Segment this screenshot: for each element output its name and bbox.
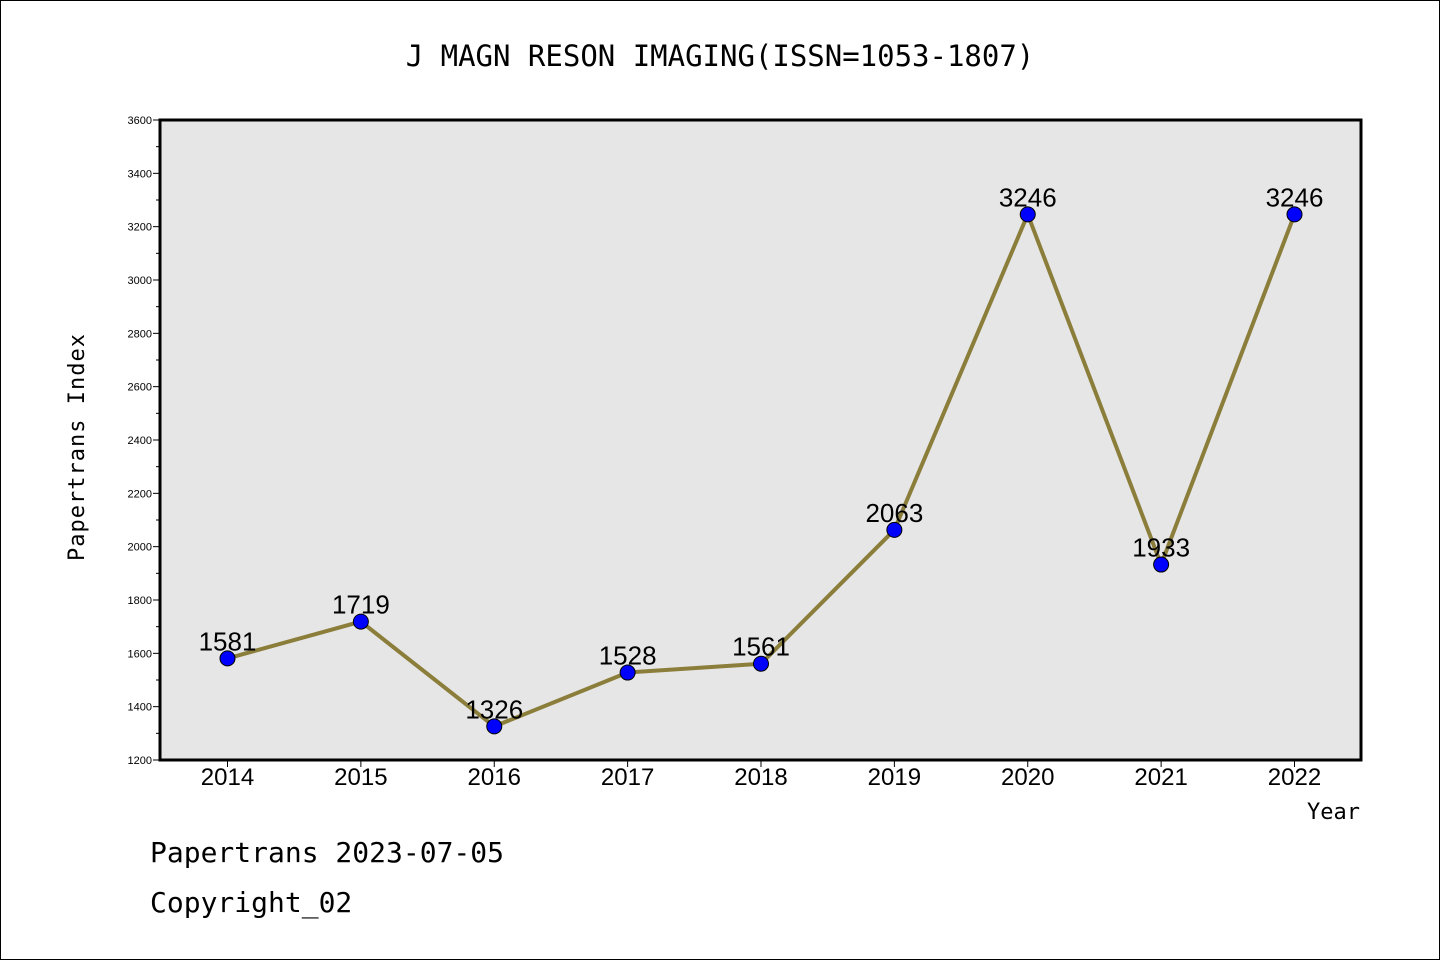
data-label: 2063 [865,498,923,528]
y-tick-label: 1600 [128,648,152,660]
y-tick-label: 2600 [128,382,152,394]
data-point [1153,556,1170,573]
x-axis: 2014 2015 2016 2017 2018 2019 2020 2021 2022 [201,760,1321,791]
data-label: 1528 [599,641,657,671]
x-tick-label: 2017 [601,764,654,791]
plot-area [158,118,1363,762]
data-point [1019,206,1036,223]
footer-copyright: Copyright_02 [150,886,353,919]
x-axis-label: Year [1307,800,1360,825]
x-tick-label: 2018 [734,764,787,791]
x-tick-label: 2015 [334,764,387,791]
data-point [219,650,236,667]
data-label: 3246 [1266,182,1324,212]
y-tick-label: 1800 [128,595,152,607]
series-group [219,206,1303,735]
y-tick-label: 2200 [128,488,152,500]
y-tick-label: 2000 [128,542,152,554]
y-tick-label: 3200 [128,222,152,234]
y-tick-label: 1400 [128,702,152,714]
y-tick-label: 1200 [128,755,152,767]
data-label: 1719 [332,590,390,620]
y-tick-label: 2400 [128,435,152,447]
x-tick-label: 2016 [468,764,521,791]
x-tick-label: 2020 [1001,764,1054,791]
y-tick-label: 2800 [128,328,152,340]
data-point [1286,206,1303,223]
footer-date: Papertrans 2023-07-05 [150,836,505,869]
y-axis: 1200 1400 1600 1800 2000 2200 2400 2600 2800 3000… [128,115,160,767]
y-tick-label: 3000 [128,275,152,287]
x-tick-label: 2021 [1134,764,1187,791]
data-point [619,664,636,681]
data-label: 1933 [1132,533,1190,563]
y-tick-label: 3600 [128,115,152,127]
data-point [753,655,769,672]
x-tick-label: 2014 [201,764,254,791]
y-axis-label: Papertrans Index [65,333,90,561]
chart-title: J MAGN RESON IMAGING(ISSN=1053-1807) [406,39,1035,73]
x-tick-label: 2019 [868,764,921,791]
data-label: 1326 [465,694,523,724]
x-tick-label: 2022 [1268,764,1321,791]
data-label: 1561 [732,632,790,662]
data-labels: 1581 1719 1326 1528 1561 2063 3246 1933 3246 [199,182,1324,724]
data-label: 3246 [999,182,1057,212]
data-point [352,613,369,630]
data-point [886,521,903,538]
y-tick-label: 3400 [128,168,152,180]
data-label: 1581 [199,626,257,656]
data-point [486,718,503,735]
